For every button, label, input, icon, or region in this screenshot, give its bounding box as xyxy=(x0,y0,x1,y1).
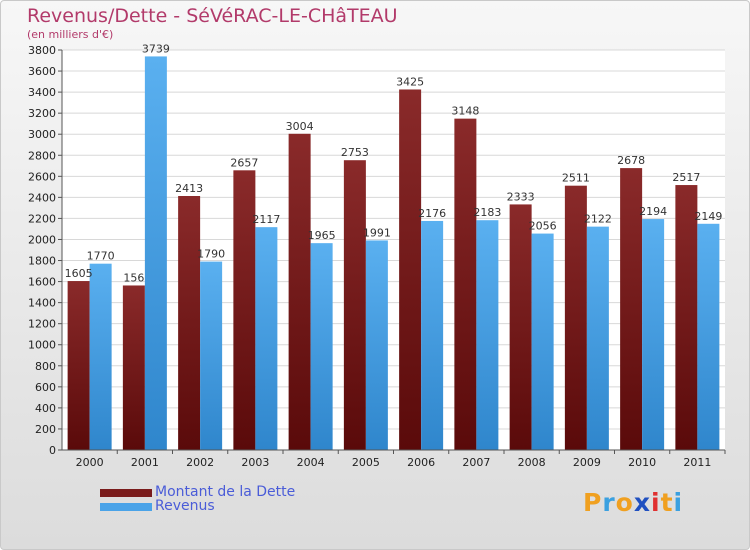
data-label-dette: 1605 xyxy=(65,267,93,280)
chart-title: Revenus/Dette - SéVéRAC-LE-CHâTEAU xyxy=(27,5,398,27)
data-label-dette: 2657 xyxy=(230,156,258,169)
logo-letter: o xyxy=(615,488,634,517)
data-label-revenus: 2122 xyxy=(584,213,612,226)
data-label-dette: 3004 xyxy=(286,120,314,133)
y-tick-label: 1000 xyxy=(28,339,56,352)
y-tick-label: 2200 xyxy=(28,212,56,225)
x-tick-label: 2003 xyxy=(241,456,269,469)
legend-label-dette: Montant de la Dette xyxy=(155,484,296,500)
x-tick-label: 2009 xyxy=(573,456,601,469)
logo-letter: i xyxy=(673,488,684,517)
bar-revenus xyxy=(255,227,278,450)
bar-revenus xyxy=(310,243,333,450)
y-tick-label: 3600 xyxy=(28,65,56,78)
legend-label-revenus: Revenus xyxy=(155,498,215,514)
x-tick-label: 2008 xyxy=(518,456,546,469)
legend-swatch-revenus xyxy=(100,503,152,511)
y-tick-label: 2800 xyxy=(28,149,56,162)
y-tick-label: 1400 xyxy=(28,297,56,310)
y-tick-label: 1600 xyxy=(28,276,56,289)
bar-revenus xyxy=(144,56,167,450)
logo-letter: t xyxy=(660,488,674,517)
x-tick-label: 2004 xyxy=(297,456,325,469)
bar-dette xyxy=(178,196,201,450)
bar-dette xyxy=(399,89,422,450)
x-tick-label: 2000 xyxy=(76,456,104,469)
data-label-revenus: 1790 xyxy=(197,248,225,261)
chart-subtitle: (en milliers d'€) xyxy=(27,28,114,41)
y-tick-label: 2400 xyxy=(28,191,56,204)
data-label-dette: 2678 xyxy=(617,154,645,167)
plot-area xyxy=(62,50,725,450)
data-label-dette: 2511 xyxy=(562,172,590,185)
y-tick-label: 800 xyxy=(35,360,56,373)
data-label-revenus: 3739 xyxy=(142,42,170,55)
bar-revenus xyxy=(421,220,444,450)
logo-letter: i xyxy=(651,488,661,517)
y-tick-label: 3400 xyxy=(28,86,56,99)
bar-dette xyxy=(675,185,698,451)
bar-revenus xyxy=(531,233,554,450)
bar-dette xyxy=(509,204,532,450)
bar-dette xyxy=(67,281,90,450)
x-tick-label: 2002 xyxy=(186,456,214,469)
data-label-revenus: 2117 xyxy=(252,213,280,226)
bar-revenus xyxy=(89,263,112,450)
y-tick-label: 2000 xyxy=(28,233,56,246)
bar-revenus xyxy=(642,219,665,450)
data-label-dette: 156 xyxy=(123,271,144,284)
bar-revenus xyxy=(697,223,720,450)
y-tick-label: 200 xyxy=(35,423,56,436)
bar-dette xyxy=(620,168,643,450)
bar-revenus xyxy=(200,261,223,450)
x-tick-label: 2010 xyxy=(628,456,656,469)
x-tick-label: 2007 xyxy=(462,456,490,469)
bar-dette xyxy=(564,185,587,450)
x-tick-label: 2011 xyxy=(683,456,711,469)
data-label-revenus: 2149 xyxy=(694,210,722,223)
bar-revenus xyxy=(586,226,609,450)
bar-revenus xyxy=(476,220,499,450)
y-tick-label: 400 xyxy=(35,402,56,415)
y-tick-label: 0 xyxy=(49,444,56,457)
y-tick-label: 1200 xyxy=(28,318,56,331)
logo-letter: r xyxy=(602,488,616,517)
data-label-dette: 2753 xyxy=(341,146,369,159)
data-label-revenus: 1991 xyxy=(363,226,391,239)
legend-swatch-dette xyxy=(100,489,152,497)
data-label-revenus: 1965 xyxy=(308,229,336,242)
y-tick-label: 2600 xyxy=(28,170,56,183)
bar-revenus xyxy=(365,240,388,450)
x-tick-label: 2006 xyxy=(407,456,435,469)
logo-letter: x xyxy=(633,488,651,517)
x-tick-label: 2005 xyxy=(352,456,380,469)
data-label-dette: 3425 xyxy=(396,75,424,88)
bar-dette xyxy=(454,118,477,450)
data-label-dette: 2333 xyxy=(507,190,535,203)
y-tick-label: 3800 xyxy=(28,44,56,57)
bar-dette xyxy=(233,170,256,450)
y-tick-label: 3000 xyxy=(28,128,56,141)
data-label-revenus: 1770 xyxy=(87,250,115,263)
x-tick-label: 2001 xyxy=(131,456,159,469)
data-label-revenus: 2056 xyxy=(529,220,557,233)
y-tick-label: 600 xyxy=(35,381,56,394)
bar-dette xyxy=(288,133,311,450)
data-label-revenus: 2176 xyxy=(418,207,446,220)
data-label-dette: 2517 xyxy=(672,171,700,184)
bar-dette xyxy=(122,285,145,450)
y-tick-label: 1800 xyxy=(28,255,56,268)
bar-dette xyxy=(343,160,366,451)
y-tick-label: 3200 xyxy=(28,107,56,120)
data-label-revenus: 2183 xyxy=(473,206,501,219)
logo-letter: P xyxy=(583,488,603,517)
data-label-dette: 2413 xyxy=(175,182,203,195)
data-label-dette: 3148 xyxy=(451,105,479,118)
proxiti-logo: Proxiti xyxy=(583,488,683,517)
data-label-revenus: 2194 xyxy=(639,205,667,218)
